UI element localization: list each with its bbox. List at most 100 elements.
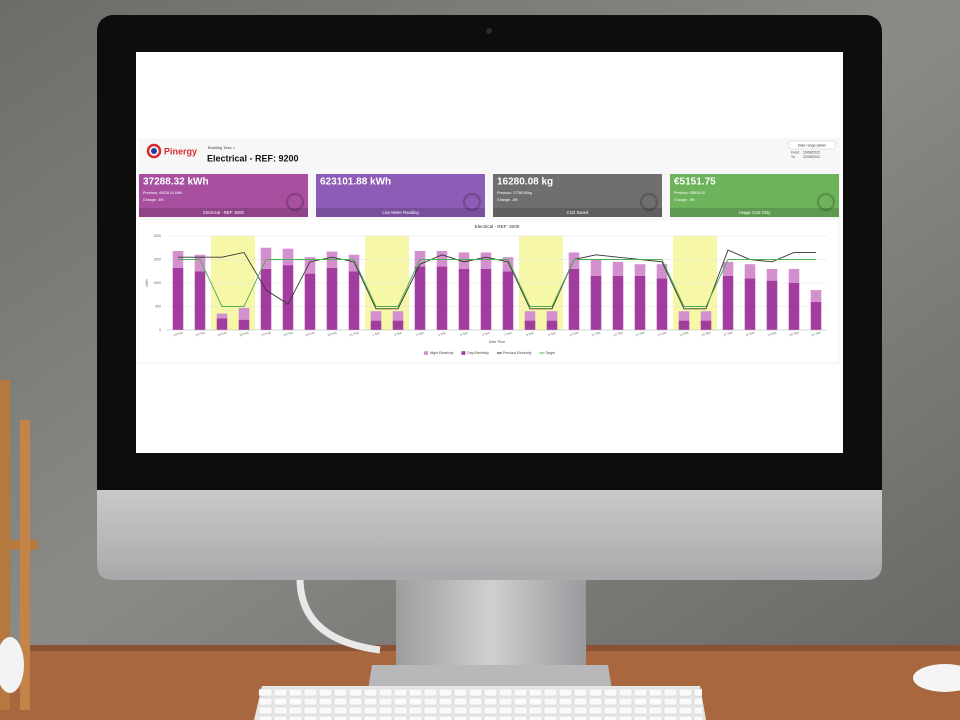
x-tick-label: 28 Aug [283, 330, 293, 337]
x-tick-label: 1 Sep [372, 330, 381, 337]
bar [282, 265, 294, 330]
bar [458, 252, 470, 269]
bar [326, 267, 338, 330]
bar [480, 252, 492, 269]
card-icon [285, 192, 305, 212]
y-tick-label: 2000 [153, 234, 161, 238]
bar [414, 251, 426, 267]
bar [678, 320, 690, 330]
card-previous: Previous: 17760.60kg [497, 191, 532, 195]
bar [612, 261, 624, 276]
bar [568, 252, 580, 269]
card-value: 37288.32 kWh [143, 177, 209, 188]
x-tick-label: 4 Sep [438, 330, 447, 337]
x-tick-label: 5 Sep [460, 330, 469, 337]
x-tick-label: 29 Aug [305, 330, 315, 337]
bar [238, 319, 250, 330]
monitor-chin [97, 490, 882, 580]
x-tick-label: 18 Sep [745, 330, 756, 337]
y-tick-label: 1500 [153, 257, 161, 261]
bar [634, 264, 646, 276]
bar [612, 275, 624, 330]
bar [656, 264, 668, 279]
x-tick-label: 30 Aug [327, 330, 337, 337]
x-tick-label: 26 Aug [239, 330, 249, 337]
x-axis-label: Date Time [489, 340, 505, 344]
legend-label: Night Electricity [430, 351, 454, 355]
x-tick-label: 12 Sep [613, 330, 624, 337]
card-value: 16280.08 kg [497, 177, 553, 188]
bar [524, 320, 536, 330]
bar [722, 275, 734, 330]
x-tick-label: 16 Sep [701, 330, 712, 337]
bar [216, 318, 228, 330]
bar [304, 273, 316, 330]
card-change: Change: -8% [674, 198, 696, 202]
date-button-label[interactable]: Date range picker [798, 143, 827, 147]
bar [172, 267, 184, 330]
bar [524, 311, 536, 321]
card-footer [316, 208, 485, 217]
camera [486, 28, 492, 34]
legend-label: Day Electricity [467, 351, 489, 355]
bar [458, 268, 470, 330]
card-icon [639, 192, 659, 212]
bar [392, 311, 404, 321]
bar [656, 278, 668, 330]
legend-swatch [461, 351, 466, 355]
logo-ring [146, 143, 162, 159]
bar [348, 271, 360, 330]
chart: Electrical - REF: 9200 kWh Date Time 0 500 10… [145, 224, 827, 355]
x-tick-label: 31 Aug [349, 330, 359, 337]
card-previous: Previous: €5610.00 [674, 191, 705, 195]
card [139, 174, 308, 217]
bar [238, 307, 250, 320]
legend-label: Target [546, 351, 555, 355]
card-previous: Previous: 40026.24 kWh [143, 191, 182, 195]
bar [722, 261, 734, 276]
x-tick-label: 24 Aug [195, 330, 205, 337]
bar [810, 290, 822, 302]
card-icon [816, 192, 836, 212]
bar [634, 275, 646, 330]
brand: Pinergy [164, 146, 197, 156]
date-button[interactable] [788, 140, 836, 150]
x-tick-label: 6 Sep [482, 330, 491, 337]
bar [370, 320, 382, 330]
x-tick-label: 27 Aug [261, 330, 271, 337]
bar [568, 268, 580, 330]
bar [590, 275, 602, 330]
breadcrumb[interactable]: Building Tess > [208, 145, 236, 150]
stand-neck [396, 575, 586, 665]
stand-foot [368, 665, 612, 690]
vase [0, 637, 24, 693]
card-change: Change: -6% [143, 198, 165, 202]
card-value: 623101.88 kWh [320, 177, 391, 188]
bar [502, 271, 514, 330]
x-tick-label: 13 Sep [635, 330, 646, 337]
bar [788, 283, 800, 330]
from-label: From: [791, 150, 800, 154]
chart-title: Electrical - REF: 9200 [475, 224, 520, 229]
shelf-post [20, 420, 30, 710]
from-date: 23/08/2022 [803, 150, 820, 154]
shelf-rung [0, 540, 38, 550]
bar [766, 280, 778, 330]
x-tick-label: 21 Sep [811, 330, 822, 337]
x-tick-label: 23 Aug [173, 330, 183, 337]
logo-core [151, 148, 157, 154]
card-icon [462, 192, 482, 212]
card-footer [670, 208, 839, 217]
x-tick-label: 19 Sep [767, 330, 778, 337]
x-tick-label: 9 Sep [548, 330, 557, 337]
x-tick-label: 11 Sep [591, 330, 601, 337]
saucer [913, 664, 960, 692]
x-tick-label: 25 Aug [217, 330, 227, 337]
x-tick-label: 10 Sep [569, 330, 580, 337]
x-tick-label: 15 Sep [679, 330, 690, 337]
keyboard-keys [258, 688, 702, 720]
bar [810, 301, 822, 330]
legend-swatch [424, 351, 428, 355]
card-label: Live Meter Reading [382, 210, 419, 215]
bar [304, 257, 316, 274]
